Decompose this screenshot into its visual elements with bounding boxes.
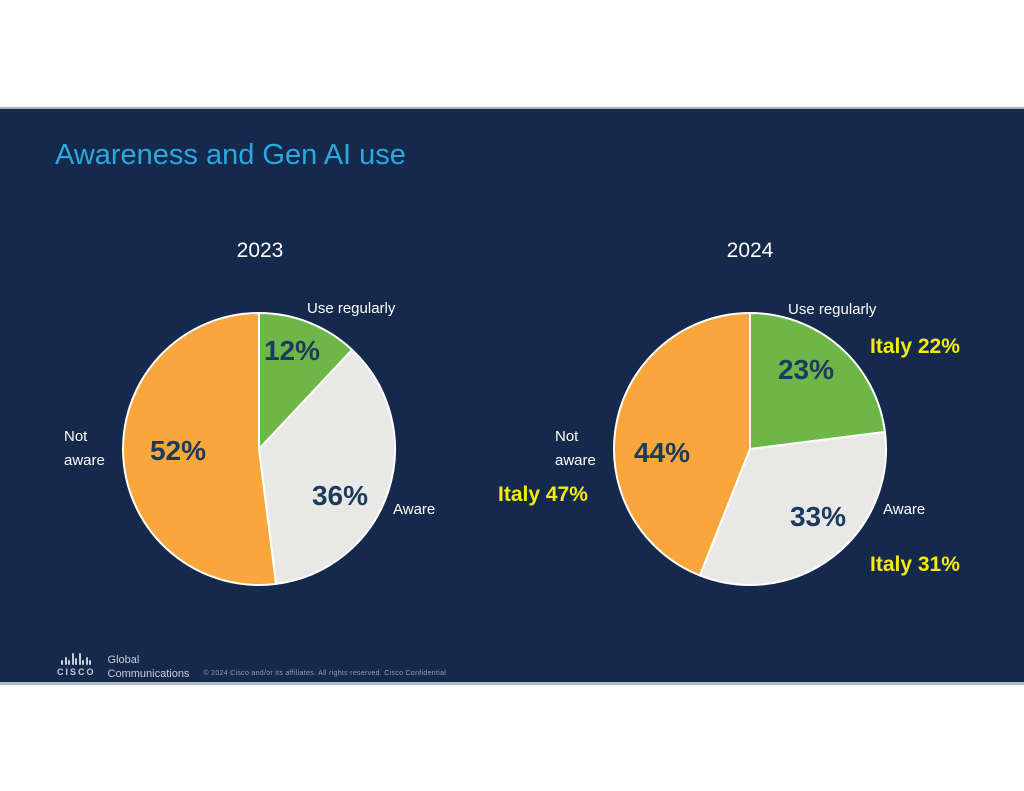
slice-value-not-aware-2023: 52% bbox=[149, 435, 207, 466]
slice-label-use-regularly-2023: Use regularly bbox=[307, 300, 396, 317]
italy-callout-use-regularly: Italy 22% bbox=[870, 335, 960, 358]
pie-slice-not-aware bbox=[122, 312, 278, 586]
slice-label-use-regularly-2024: Use regularly bbox=[788, 301, 877, 318]
slide: Awareness and Gen AI use 2023 Use regula… bbox=[0, 107, 1024, 685]
slice-value-aware-2023: 36% bbox=[311, 480, 369, 511]
page-title: Awareness and Gen AI use bbox=[55, 139, 406, 171]
slice-label-not-aware-2023: Not aware bbox=[64, 428, 105, 469]
department-label: Global Communications bbox=[107, 654, 190, 680]
pie-slice-use-regularly bbox=[258, 312, 354, 450]
slice-label-aware-2023: Aware bbox=[393, 501, 436, 518]
copyright-text: © 2024 Cisco and/or its affiliates. All … bbox=[203, 670, 447, 677]
cisco-wordmark: CISCO bbox=[57, 667, 96, 677]
slice-label-not-aware-2024: Not aware bbox=[555, 428, 596, 469]
chart-2023-year-title: 2023 bbox=[236, 239, 284, 262]
slice-value-aware-2024: 33% bbox=[789, 501, 847, 532]
pie-chart-2024 bbox=[613, 312, 887, 586]
slice-value-use-regularly-2024: 23% bbox=[777, 354, 835, 385]
slice-value-use-regularly-2023: 12% bbox=[263, 335, 321, 366]
chart-2024-year-title: 2024 bbox=[726, 239, 774, 262]
cisco-bridge-bars-icon bbox=[61, 653, 92, 665]
pie-slice-not-aware bbox=[613, 312, 751, 577]
pie-slice-use-regularly bbox=[749, 312, 886, 450]
slice-value-not-aware-2024: 44% bbox=[633, 437, 691, 468]
slice-label-aware-2024: Aware bbox=[883, 501, 926, 518]
italy-callout-not-aware: Italy 47% bbox=[498, 483, 588, 506]
pie-slice-aware bbox=[258, 348, 396, 585]
footer: CISCO Global Communications © 2024 Cisco… bbox=[57, 653, 446, 681]
pie-slice-aware bbox=[698, 430, 887, 586]
pie-chart-2023 bbox=[122, 312, 396, 586]
italy-callout-aware: Italy 31% bbox=[870, 553, 960, 576]
cisco-logo-icon: CISCO bbox=[57, 653, 96, 677]
